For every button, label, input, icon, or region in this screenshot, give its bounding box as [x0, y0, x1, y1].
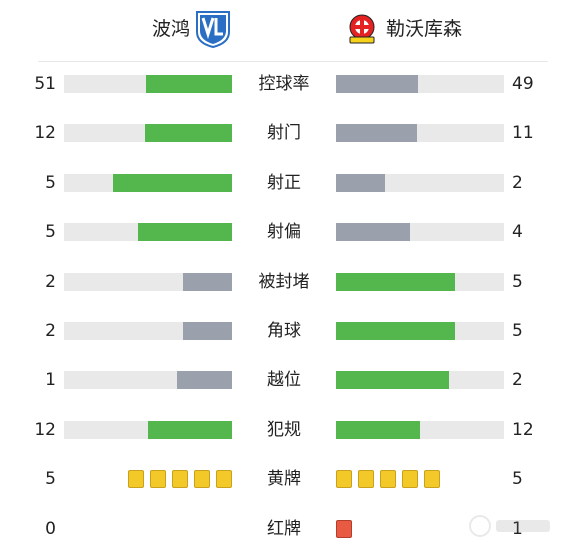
stat-label: 越位	[267, 370, 301, 391]
away-stat-bar	[336, 272, 504, 291]
yellow-card-icon	[380, 470, 396, 489]
home-stat-bar	[64, 124, 232, 143]
away-stat-bar	[336, 371, 504, 390]
away-stat-bar	[336, 173, 504, 192]
home-card-count: 5	[45, 469, 56, 490]
away-stat-value: 49	[512, 74, 534, 94]
yellow-card-icon	[172, 470, 188, 489]
yellow-card-icon	[194, 470, 210, 489]
yellow-card-icon	[402, 470, 418, 489]
away-stat-value: 2	[512, 172, 523, 193]
home-stat-bar-fill	[146, 75, 232, 93]
home-team-name: 波鸿	[152, 18, 191, 40]
stat-label: 射偏	[267, 222, 301, 243]
home-stat-value: 2	[45, 321, 56, 341]
away-stat-bar-fill	[336, 420, 420, 439]
match-header: 波鸿 勒沃库森	[0, 0, 568, 60]
stat-row: 12 射门 11	[0, 115, 568, 151]
stat-label: 红牌	[267, 518, 301, 539]
stat-label: 黄牌	[267, 469, 301, 490]
away-stat-bar	[336, 75, 504, 93]
stat-row: 5 射正 2	[0, 165, 568, 201]
away-stat-value: 11	[512, 123, 534, 144]
yellow-card-icon	[128, 470, 144, 489]
away-stat-bar-fill	[336, 371, 449, 390]
away-stat-value: 2	[512, 370, 523, 391]
home-stat-bar	[64, 371, 232, 390]
away-stat-value: 12	[512, 419, 534, 440]
home-stat-bar-fill	[183, 272, 232, 291]
stat-label: 角球	[267, 321, 301, 341]
away-stat-bar	[336, 420, 504, 439]
away-team-crest-icon	[349, 14, 375, 44]
home-stat-bar-fill	[138, 223, 232, 242]
header-divider	[38, 61, 548, 62]
away-stat-bar-fill	[336, 75, 418, 93]
stat-row: 5 射偏 4	[0, 214, 568, 250]
away-stat-bar-fill	[336, 322, 455, 340]
away-stat-bar	[336, 322, 504, 340]
home-stat-bar-fill	[177, 371, 232, 390]
away-team-name: 勒沃库森	[386, 18, 463, 40]
stat-row: 12 犯规 12	[0, 412, 568, 448]
home-stat-bar	[64, 173, 232, 192]
away-stat-bar-fill	[336, 124, 417, 143]
stat-label: 射正	[267, 172, 301, 193]
home-stat-value: 5	[45, 172, 56, 193]
away-stat-bar-fill	[336, 173, 385, 192]
home-stat-value: 12	[34, 419, 56, 440]
yellow-card-icon	[216, 470, 232, 489]
red-card-icon	[336, 519, 352, 538]
home-stat-bar	[64, 272, 232, 291]
yellow-card-icon	[358, 470, 374, 489]
home-stat-bar-fill	[183, 322, 232, 340]
stat-label: 犯规	[267, 419, 301, 440]
stat-label: 控球率	[258, 74, 310, 94]
home-stat-bar	[64, 420, 232, 439]
stat-row: 1 越位 2	[0, 362, 568, 398]
away-cards	[336, 470, 446, 489]
away-card-count: 5	[512, 469, 523, 490]
away-stat-bar	[336, 124, 504, 143]
stat-label: 被封堵	[258, 271, 310, 292]
home-stat-value: 2	[45, 271, 56, 292]
home-stat-bar	[64, 75, 232, 93]
yellow-card-icon	[150, 470, 166, 489]
home-stat-value: 1	[45, 370, 56, 391]
home-stat-bar	[64, 322, 232, 340]
home-stat-value: 5	[45, 222, 56, 243]
yellow-card-row: 5 黄牌 5	[0, 461, 568, 497]
yellow-card-icon	[424, 470, 440, 489]
home-stat-bar-fill	[145, 124, 232, 143]
stat-row: 2 角球 5	[0, 313, 568, 349]
away-stat-value: 5	[512, 271, 523, 292]
away-stat-bar-fill	[336, 223, 410, 242]
away-card-count: 1	[512, 511, 552, 547]
away-cards	[336, 519, 446, 538]
stat-row: 51 控球率 49	[0, 66, 568, 102]
watermark-logo-icon	[469, 515, 550, 537]
home-stat-value: 51	[34, 74, 56, 94]
away-stat-value: 5	[512, 321, 523, 341]
home-stat-bar-fill	[148, 420, 232, 439]
red-card-row: 0 红牌 1	[0, 511, 568, 547]
home-card-count: 0	[45, 518, 56, 539]
away-stat-bar-fill	[336, 272, 455, 291]
away-stat-bar	[336, 223, 504, 242]
home-cards	[122, 520, 232, 538]
stat-label: 射门	[267, 123, 301, 144]
home-stat-value: 12	[34, 123, 56, 144]
away-stat-value: 4	[512, 222, 523, 243]
home-stat-bar	[64, 223, 232, 242]
stat-row: 2 被封堵 5	[0, 264, 568, 300]
yellow-card-icon	[336, 470, 352, 489]
home-cards	[122, 470, 232, 489]
home-stat-bar-fill	[113, 173, 232, 192]
home-team-crest-icon	[196, 11, 230, 48]
